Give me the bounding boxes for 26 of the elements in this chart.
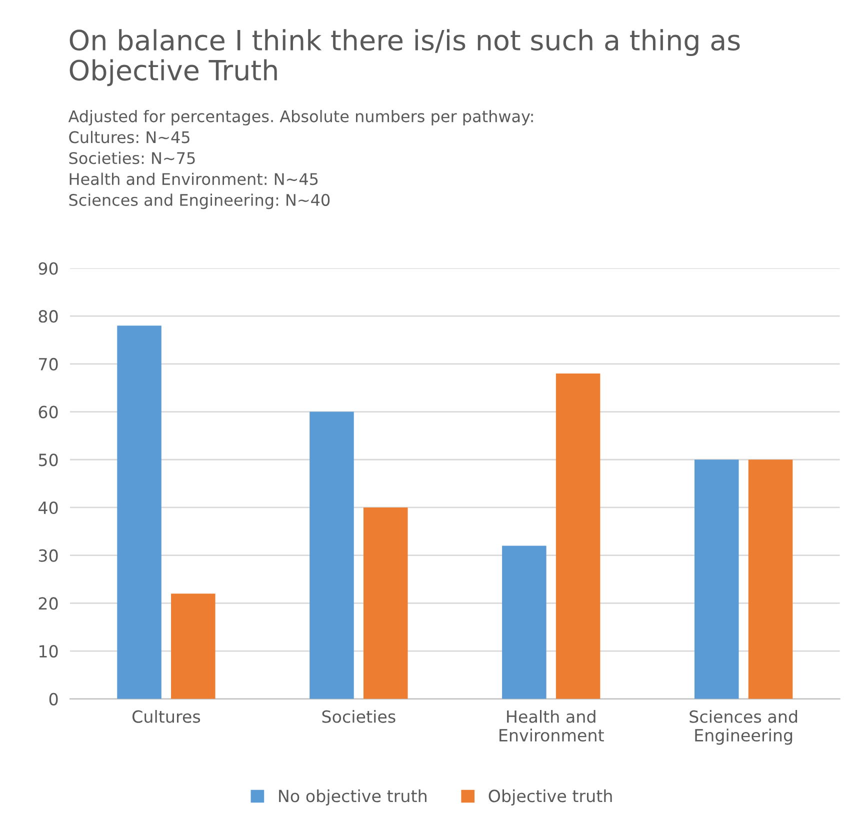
bar bbox=[117, 326, 162, 699]
y-tick-label: 60 bbox=[38, 406, 58, 418]
x-tick-label: Sciences and Engineering bbox=[690, 710, 798, 745]
legend-label: No objective truth bbox=[279, 789, 426, 806]
bar bbox=[556, 374, 600, 699]
y-tick-label: 50 bbox=[38, 454, 58, 466]
bar bbox=[502, 546, 546, 699]
y-tick-label: 40 bbox=[38, 501, 58, 514]
bar bbox=[363, 507, 408, 699]
y-tick-label: 0 bbox=[49, 692, 58, 706]
x-tick-label: Health and Environment bbox=[500, 710, 604, 742]
bar bbox=[694, 460, 739, 699]
bar bbox=[310, 412, 354, 699]
legend-label: Objective truth bbox=[488, 789, 612, 806]
chart-subtitle: Adjusted for percentages. Absolute numbers per pathway: Cultures: N~45 Societies: N~75 Health and Environment: N~45 Sciences and Engineering: N~40 bbox=[68, 110, 533, 210]
x-tick-label: Societies bbox=[322, 710, 396, 723]
chart-title: On balance I think there is/is not such a thing as Objective Truth bbox=[70, 29, 740, 86]
y-tick-label: 70 bbox=[39, 358, 58, 370]
x-tick-label: Cultures bbox=[132, 710, 200, 723]
y-tick-label: 80 bbox=[38, 310, 58, 323]
bar bbox=[171, 594, 216, 699]
bar bbox=[748, 460, 793, 699]
y-tick-label: 20 bbox=[38, 597, 58, 610]
y-tick-label: 30 bbox=[38, 549, 58, 562]
y-tick-label: 10 bbox=[39, 645, 58, 658]
y-tick-label: 90 bbox=[38, 262, 58, 275]
